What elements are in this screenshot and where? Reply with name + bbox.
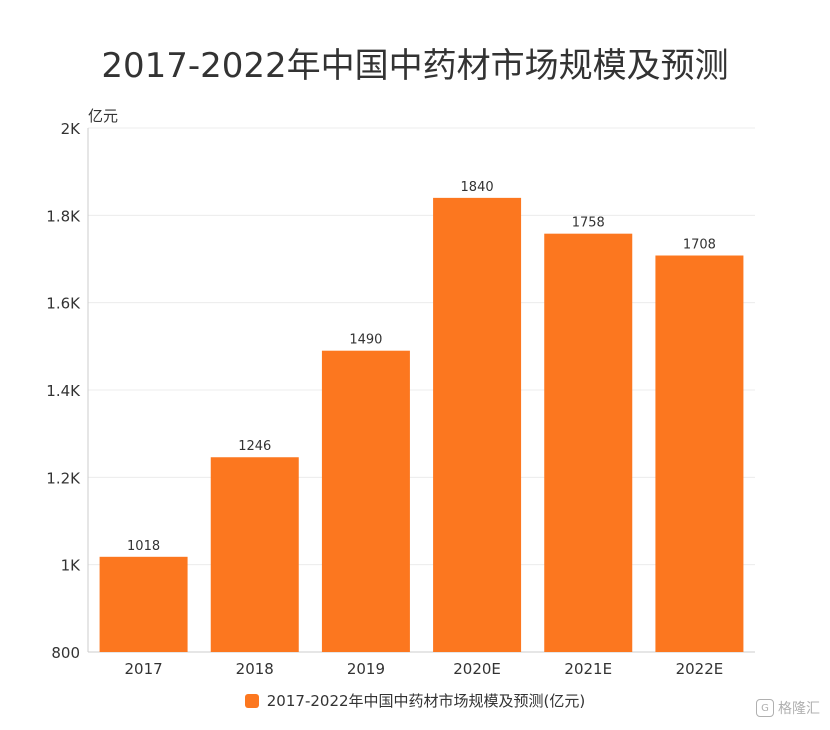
legend-label: 2017-2022年中国中药材市场规模及预测(亿元) — [266, 692, 586, 710]
y-tick-label: 1K — [61, 557, 82, 575]
watermark: G 格隆汇 — [756, 698, 820, 718]
data-label: 1840 — [461, 180, 494, 195]
bar — [655, 255, 744, 653]
chart-title: 2017-2022年中国中药材市场规模及预测 — [101, 46, 729, 86]
y-axis-label: 亿元 — [88, 107, 118, 125]
x-tick-label: 2020E — [453, 660, 501, 678]
x-tick-label: 2017 — [124, 660, 162, 678]
y-tick-label: 1.4K — [46, 382, 81, 400]
y-tick-label: 1.6K — [46, 295, 81, 313]
legend[interactable]: 2017-2022年中国中药材市场规模及预测(亿元) — [0, 690, 830, 711]
x-tick-label: 2022E — [676, 660, 724, 678]
x-tick-label: 2018 — [236, 660, 274, 678]
watermark-logo-icon: G — [756, 699, 774, 717]
bar — [544, 233, 633, 652]
data-label: 1018 — [127, 539, 160, 554]
data-label: 1490 — [349, 333, 382, 348]
x-tick-label: 2021E — [564, 660, 612, 678]
x-tick-label: 2019 — [347, 660, 385, 678]
watermark-text: 格隆汇 — [778, 701, 820, 717]
legend-swatch — [244, 693, 259, 708]
bar — [99, 556, 188, 652]
y-tick-label: 1.2K — [46, 469, 81, 487]
data-label: 1758 — [572, 216, 605, 231]
data-label: 1708 — [683, 238, 716, 253]
data-label: 1246 — [238, 439, 271, 454]
bar — [433, 197, 522, 652]
bar — [210, 457, 299, 652]
y-tick-label: 2K — [61, 120, 82, 138]
y-tick-label: 1.8K — [46, 207, 81, 225]
bar — [321, 350, 410, 652]
y-tick-label: 800 — [51, 644, 80, 662]
